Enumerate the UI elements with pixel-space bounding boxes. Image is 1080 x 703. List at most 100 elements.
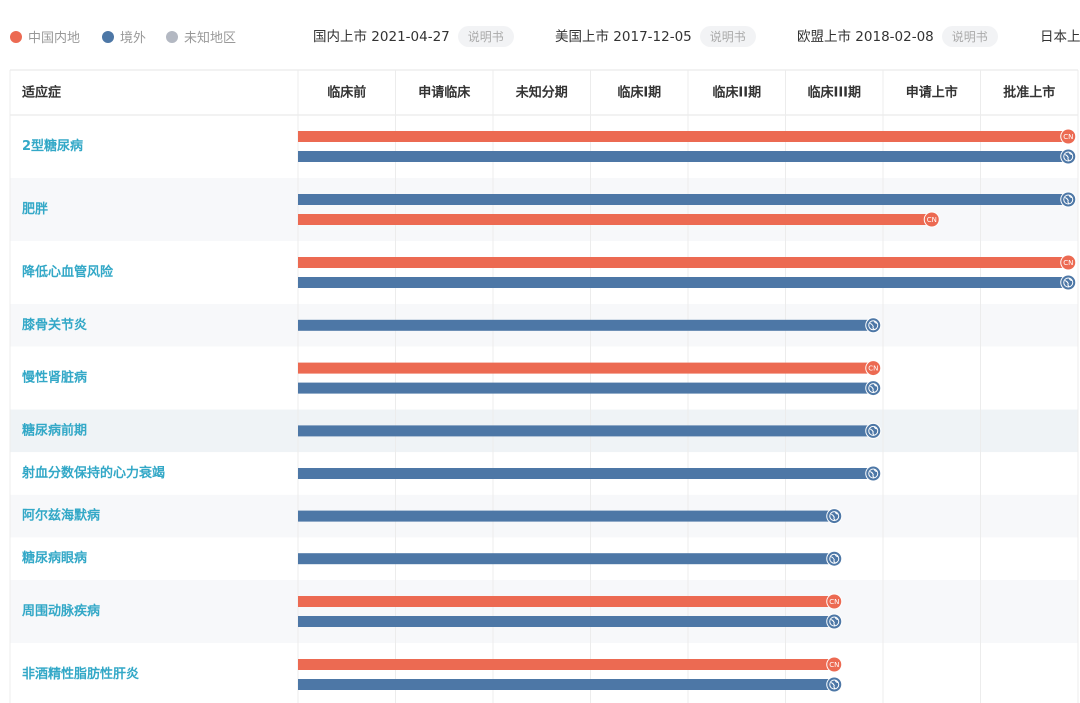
progress-bar: [298, 468, 874, 479]
stage-header: 未知分期: [515, 85, 568, 101]
legend-label: 中国内地: [28, 31, 81, 46]
indication: 慢性肾脏病: [22, 370, 87, 386]
indication: 射血分数保持的心力衰竭: [21, 465, 165, 481]
stage-header: 批准上市: [1003, 85, 1055, 101]
legend-dot: [10, 31, 22, 43]
legend-item: 未知地区: [166, 27, 236, 46]
legend-item: 境外: [102, 27, 146, 46]
globe-land: [870, 469, 878, 478]
region-icon: [1060, 254, 1077, 271]
cn-icon-text: CN: [1063, 259, 1073, 267]
progress-bar: [298, 257, 1069, 268]
row-bg: [10, 115, 1078, 178]
top-bar: 中国内地 境外 未知地区 国内上市 2021-04-27 说明书 美国上市 2017-12…: [0, 0, 1080, 70]
globe-line: [1063, 151, 1074, 162]
indication: 降低心血管风险: [22, 264, 114, 280]
progress-bar: [298, 425, 874, 437]
progress-bar: [298, 679, 835, 690]
legend-dot: [102, 31, 114, 43]
launch-item: 国内上市 2021-04-27 说明书: [313, 25, 514, 47]
cn-icon-text: CN: [927, 216, 937, 224]
launch-date: 2018-02-08: [855, 29, 934, 45]
indication: 非酒精性脂肪性肝炎: [22, 666, 139, 682]
indication: 膝骨关节炎: [21, 317, 87, 333]
globe-land: [831, 554, 839, 564]
row-bg: [10, 241, 1078, 304]
header-label: 适应症: [22, 85, 61, 101]
launch-item: 日本上: [1040, 25, 1080, 45]
progress-bar: [298, 362, 874, 374]
globe-line: [868, 468, 879, 479]
doc-button[interactable]: 说明书: [941, 26, 998, 47]
cn-icon-text: CN: [829, 598, 839, 606]
stage-header: 申请上市: [906, 85, 958, 101]
launch-date: 2017-12-05: [613, 29, 692, 45]
launch-label: 欧盟上市: [797, 29, 851, 45]
globe-land: [1065, 278, 1073, 287]
region-icon: [826, 593, 843, 610]
region-icon: [826, 656, 843, 673]
globe-line: [829, 511, 840, 522]
progress-bar: [298, 659, 835, 670]
launch-date: 2021-04-27: [371, 29, 450, 45]
indication: 肥胖: [22, 201, 48, 217]
globe-land: [831, 680, 839, 689]
launch-item: 欧盟上市 2018-02-08 说明书: [797, 25, 998, 47]
globe-line: [868, 425, 879, 436]
indication: 糖尿病前期: [22, 422, 87, 438]
cn-icon-text: CN: [1063, 133, 1073, 141]
progress-bar: [298, 277, 1069, 288]
doc-button[interactable]: 说明书: [457, 26, 514, 47]
launch-label: 日本上: [1040, 29, 1080, 45]
globe-land: [831, 617, 839, 626]
region-icon: [1060, 128, 1077, 145]
region-icon: [865, 360, 882, 377]
stage-header: 临床III期: [807, 85, 861, 101]
globe-line: [868, 320, 879, 331]
progress-bar: [298, 382, 874, 394]
globe-line: [868, 383, 879, 394]
progress-bar: [298, 194, 1069, 205]
indication: 阿尔兹海默病: [22, 508, 100, 524]
progress-bar: [298, 319, 874, 331]
globe-line: [1063, 277, 1074, 288]
doc-button[interactable]: 说明书: [699, 26, 756, 47]
stage-header: 临床II期: [712, 85, 761, 101]
legend-label: 未知地区: [184, 31, 237, 46]
progress-bar: [298, 616, 835, 627]
stage-header: 临床I期: [617, 85, 661, 101]
progress-bar: [298, 131, 1069, 142]
legend-label: 境外: [120, 31, 147, 46]
progress-bar: [298, 151, 1069, 162]
globe-line: [829, 616, 840, 627]
progress-bar: [298, 596, 835, 607]
launch-item: 美国上市 2017-12-05 说明书: [555, 25, 756, 47]
stage-header: 临床前: [327, 85, 366, 101]
region-icon: [923, 211, 940, 228]
row-bg: [10, 643, 1078, 703]
legend-dot: [166, 31, 178, 43]
globe-line: [1063, 194, 1074, 205]
row-bg: [10, 346, 1078, 410]
globe-line: [829, 679, 840, 690]
globe-land: [831, 511, 839, 521]
indication: 糖尿病眼病: [22, 550, 87, 566]
indication: 2型糖尿病: [22, 138, 83, 154]
globe-land: [1065, 152, 1073, 161]
progress-bar: [298, 553, 835, 565]
globe-land: [1065, 195, 1073, 204]
cn-icon-text: CN: [829, 661, 839, 669]
globe-land: [870, 383, 878, 393]
progress-bar: [298, 214, 932, 225]
progress-bar: [298, 510, 835, 522]
stage-header: 申请临床: [418, 85, 471, 101]
row-bg: [10, 178, 1078, 241]
launch-label: 美国上市: [555, 29, 609, 45]
cn-icon-text: CN: [868, 365, 878, 373]
globe-land: [870, 321, 878, 330]
globe-line: [829, 553, 840, 564]
indication: 周围动脉疾病: [22, 603, 100, 619]
launch-label: 国内上市: [313, 29, 367, 45]
